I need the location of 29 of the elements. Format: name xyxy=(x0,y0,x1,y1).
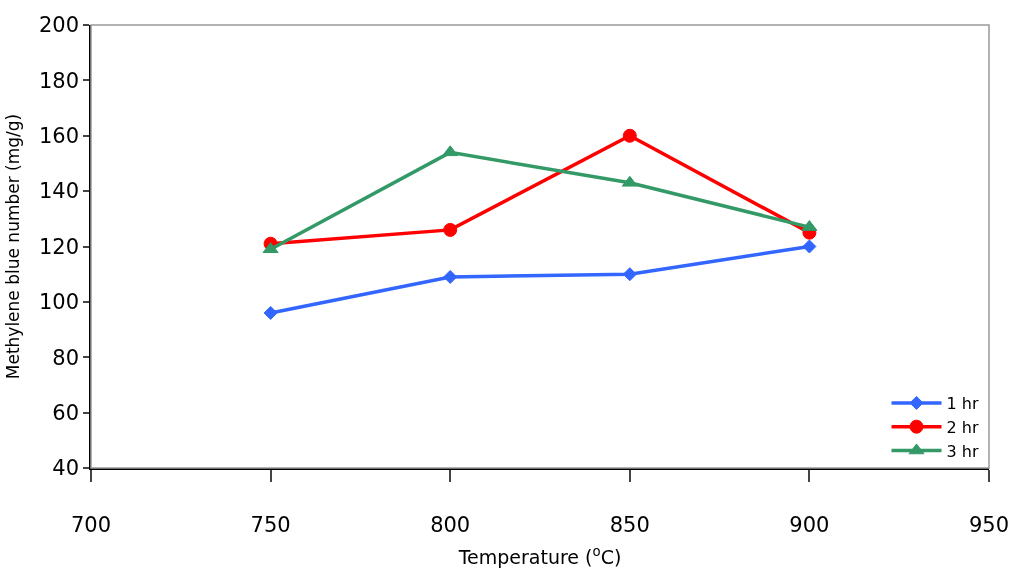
point xyxy=(802,239,817,254)
point xyxy=(442,145,459,157)
y-tick-label: 80 xyxy=(52,345,80,370)
y-tick-label: 40 xyxy=(52,456,80,481)
x-tick-label: 950 xyxy=(968,512,1010,537)
y-tick-label: 120 xyxy=(38,234,80,259)
point xyxy=(262,242,279,254)
point xyxy=(263,305,278,320)
legend-label: 1 hr xyxy=(946,394,979,414)
y-tick-label: 60 xyxy=(52,400,80,425)
point xyxy=(622,128,637,143)
y-tick-label: 140 xyxy=(38,179,80,204)
point xyxy=(443,222,458,237)
y-tick-label: 100 xyxy=(38,290,80,315)
x-tick-label: 800 xyxy=(430,512,471,537)
y-tick-label: 200 xyxy=(38,13,80,38)
legend-label: 2 hr xyxy=(946,417,979,437)
x-tick-label: 900 xyxy=(789,512,830,537)
x-tick-label: 700 xyxy=(70,512,112,537)
x-axis-title: Temperature ($^{o}$C) xyxy=(457,544,622,569)
y-tick-label: 180 xyxy=(38,68,80,93)
point xyxy=(622,267,637,282)
point xyxy=(443,269,458,284)
x-tick-label: 850 xyxy=(609,512,650,537)
x-tick-label: 750 xyxy=(250,512,291,537)
point xyxy=(621,175,638,187)
y-axis-title: Methylene blue number (mg/g) xyxy=(3,113,24,380)
legend-label: 3 hr xyxy=(946,441,979,461)
y-tick-label: 160 xyxy=(38,124,80,149)
